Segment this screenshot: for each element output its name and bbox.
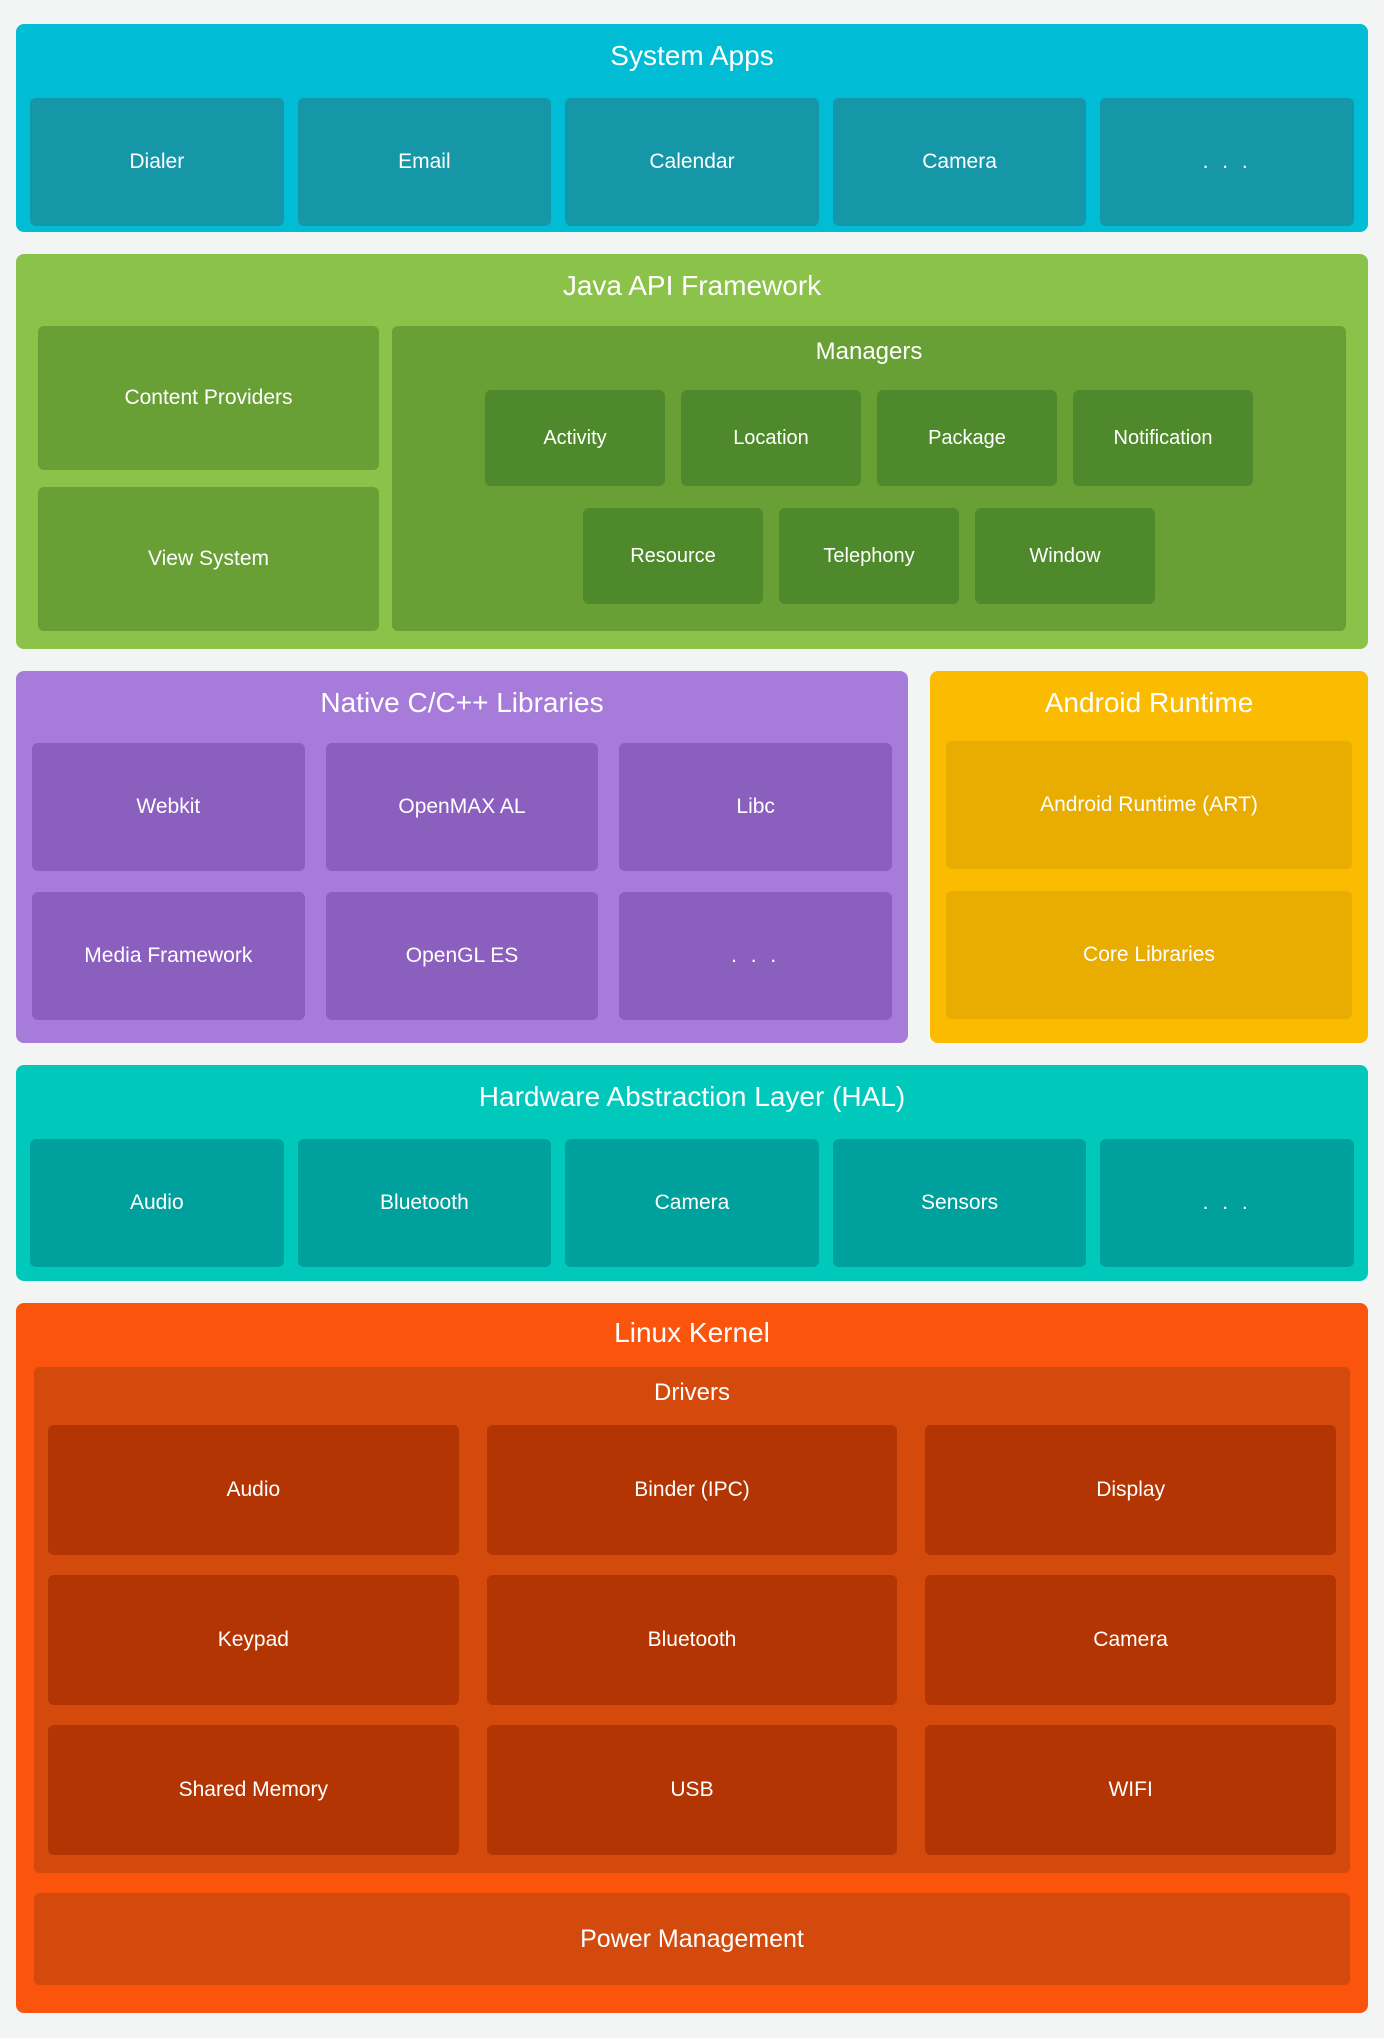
section-linux-kernel: Linux Kernel Drivers Audio Binder (IPC) … bbox=[16, 1303, 1368, 2013]
drivers-title: Drivers bbox=[654, 1379, 730, 1406]
chip-resource: Resource bbox=[583, 508, 763, 604]
hal-boxes: Audio Bluetooth Camera Sensors . . . bbox=[16, 1139, 1368, 1267]
box-openmax-al: OpenMAX AL bbox=[325, 743, 599, 871]
java-api-title: Java API Framework bbox=[562, 270, 822, 301]
java-left-column: Content Providers View System bbox=[38, 326, 379, 631]
section-hal: Hardware Abstraction Layer (HAL) Audio B… bbox=[16, 1065, 1368, 1281]
box-more-hal: . . . bbox=[1100, 1139, 1354, 1267]
box-more-apps: . . . bbox=[1100, 98, 1354, 226]
native-libraries-boxes: Webkit OpenMAX AL Libc Media Framework O… bbox=[16, 743, 908, 1020]
box-driver-shared-memory: Shared Memory bbox=[48, 1725, 459, 1855]
box-driver-wifi: WIFI bbox=[925, 1725, 1336, 1855]
managers-panel: Managers Activity Location Package Notif… bbox=[392, 326, 1346, 631]
box-hal-sensors: Sensors bbox=[832, 1139, 1087, 1267]
box-core-libraries: Core Libraries bbox=[946, 891, 1352, 1019]
section-java-api-framework: Java API Framework Content Providers Vie… bbox=[16, 254, 1368, 649]
box-driver-camera: Camera bbox=[925, 1575, 1336, 1705]
chip-notification: Notification bbox=[1073, 390, 1253, 486]
box-opengl-es: OpenGL ES bbox=[325, 892, 599, 1020]
box-calendar: Calendar bbox=[565, 98, 819, 226]
box-power-management: Power Management bbox=[34, 1893, 1350, 1985]
section-native-libraries: Native C/C++ Libraries Webkit OpenMAX AL… bbox=[16, 671, 908, 1043]
managers-row-2: Resource Telephony Window bbox=[392, 508, 1346, 604]
box-libc: Libc bbox=[619, 743, 892, 871]
libs-runtime-row: Native C/C++ Libraries Webkit OpenMAX AL… bbox=[16, 671, 1368, 1043]
box-driver-keypad: Keypad bbox=[48, 1575, 459, 1705]
box-driver-binder-ipc: Binder (IPC) bbox=[486, 1425, 898, 1555]
box-driver-bluetooth: Bluetooth bbox=[486, 1575, 898, 1705]
box-driver-audio: Audio bbox=[48, 1425, 459, 1555]
box-driver-display: Display bbox=[925, 1425, 1336, 1555]
box-media-framework: Media Framework bbox=[32, 892, 305, 1020]
box-camera-app: Camera bbox=[832, 98, 1087, 226]
chip-package: Package bbox=[877, 390, 1057, 486]
system-apps-boxes: Dialer Email Calendar Camera . . . bbox=[16, 98, 1368, 226]
managers-row-1: Activity Location Package Notification bbox=[392, 390, 1346, 486]
chip-telephony: Telephony bbox=[779, 508, 959, 604]
drivers-panel: Drivers Audio Binder (IPC) Display Keypa… bbox=[34, 1367, 1350, 1873]
chip-window: Window bbox=[975, 508, 1155, 604]
android-runtime-boxes: Android Runtime (ART) Core Libraries bbox=[930, 741, 1368, 1019]
box-view-system: View System bbox=[38, 487, 379, 631]
box-hal-camera: Camera bbox=[565, 1139, 819, 1267]
section-android-runtime: Android Runtime Android Runtime (ART) Co… bbox=[930, 671, 1368, 1043]
hal-title: Hardware Abstraction Layer (HAL) bbox=[478, 1081, 906, 1112]
box-dialer: Dialer bbox=[30, 98, 284, 226]
box-hal-audio: Audio bbox=[30, 1139, 284, 1267]
box-hal-bluetooth: Bluetooth bbox=[297, 1139, 552, 1267]
box-driver-usb: USB bbox=[486, 1725, 898, 1855]
android-runtime-title: Android Runtime bbox=[1044, 687, 1254, 718]
java-api-content: Content Providers View System Managers A… bbox=[16, 326, 1368, 631]
linux-kernel-title: Linux Kernel bbox=[614, 1317, 770, 1348]
section-system-apps: System Apps Dialer Email Calendar Camera… bbox=[16, 24, 1368, 232]
box-art: Android Runtime (ART) bbox=[946, 741, 1352, 869]
chip-activity: Activity bbox=[485, 390, 665, 486]
system-apps-title: System Apps bbox=[610, 40, 774, 71]
managers-title: Managers bbox=[815, 338, 923, 365]
box-content-providers: Content Providers bbox=[38, 326, 379, 470]
drivers-boxes: Audio Binder (IPC) Display Keypad Blueto… bbox=[48, 1425, 1336, 1855]
chip-location: Location bbox=[681, 390, 861, 486]
native-libraries-title: Native C/C++ Libraries bbox=[320, 687, 604, 718]
box-email: Email bbox=[297, 98, 552, 226]
box-webkit: Webkit bbox=[32, 743, 305, 871]
box-more-libs: . . . bbox=[619, 892, 892, 1020]
